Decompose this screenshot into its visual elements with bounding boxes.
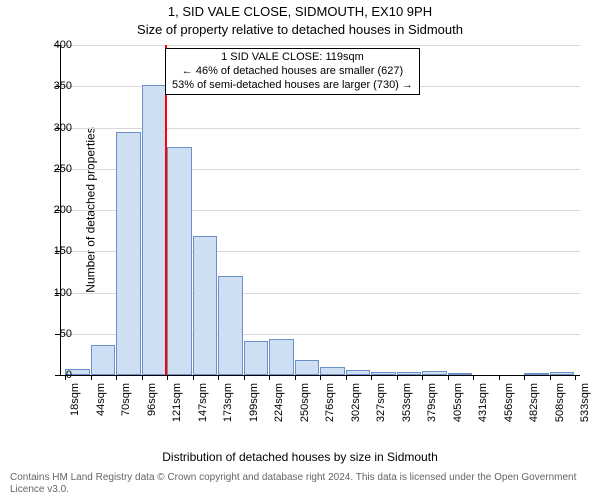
x-tick-label: 482sqm <box>528 383 540 422</box>
y-tick-label: 50 <box>60 328 72 340</box>
histogram-bar <box>116 132 141 375</box>
y-tick-label: 200 <box>54 204 72 216</box>
annotation-box: 1 SID VALE CLOSE: 119sqm← 46% of detache… <box>165 48 420 95</box>
x-tick-label: 173sqm <box>222 383 234 422</box>
x-tick-label: 250sqm <box>299 383 311 422</box>
x-tick-label: 224sqm <box>273 383 285 422</box>
x-tick-mark <box>320 375 321 380</box>
y-tick-label: 300 <box>54 122 72 134</box>
histogram-bar <box>244 341 269 375</box>
y-tick-label: 0 <box>66 369 72 381</box>
x-tick-mark <box>524 375 525 380</box>
histogram-bar <box>193 236 218 375</box>
x-tick-mark <box>422 375 423 380</box>
title-line-1: 1, SID VALE CLOSE, SIDMOUTH, EX10 9PH <box>0 4 600 19</box>
x-tick-mark <box>167 375 168 380</box>
x-tick-label: 96sqm <box>146 383 158 416</box>
x-tick-label: 405sqm <box>452 383 464 422</box>
x-tick-mark <box>346 375 347 380</box>
histogram-bar <box>320 367 345 375</box>
x-tick-label: 18sqm <box>69 383 81 416</box>
x-tick-mark <box>473 375 474 380</box>
x-tick-mark <box>550 375 551 380</box>
histogram-bar <box>524 373 549 375</box>
grid-line <box>60 45 580 46</box>
x-tick-label: 276sqm <box>324 383 336 422</box>
histogram-bar <box>167 147 192 375</box>
x-tick-mark <box>142 375 143 380</box>
histogram-bar <box>142 85 167 375</box>
histogram-bar <box>346 370 371 375</box>
x-tick-label: 302sqm <box>350 383 362 422</box>
x-tick-mark <box>371 375 372 380</box>
x-tick-mark <box>448 375 449 380</box>
x-tick-mark <box>116 375 117 380</box>
histogram-bar <box>550 372 575 375</box>
y-tick-label: 350 <box>54 80 72 92</box>
histogram-bar <box>218 276 243 375</box>
x-axis-label: Distribution of detached houses by size … <box>0 450 600 464</box>
histogram-bar <box>397 372 422 375</box>
grid-line <box>60 128 580 129</box>
histogram-bar <box>371 372 396 375</box>
annotation-line: ← 46% of detached houses are smaller (62… <box>172 65 413 79</box>
title-line-2: Size of property relative to detached ho… <box>0 22 600 37</box>
x-tick-label: 353sqm <box>401 383 413 422</box>
x-tick-mark <box>218 375 219 380</box>
annotation-line: 1 SID VALE CLOSE: 119sqm <box>172 51 413 65</box>
x-tick-mark <box>499 375 500 380</box>
x-tick-label: 199sqm <box>248 383 260 422</box>
histogram-bar <box>422 371 447 375</box>
x-tick-mark <box>91 375 92 380</box>
x-tick-mark <box>295 375 296 380</box>
x-tick-label: 533sqm <box>579 383 591 422</box>
x-tick-mark <box>269 375 270 380</box>
y-tick-label: 250 <box>54 163 72 175</box>
chart-container: 1, SID VALE CLOSE, SIDMOUTH, EX10 9PH Si… <box>0 0 600 500</box>
histogram-bar <box>448 373 473 375</box>
y-tick-label: 400 <box>54 39 72 51</box>
histogram-bar <box>269 339 294 375</box>
x-tick-label: 70sqm <box>120 383 132 416</box>
x-tick-label: 121sqm <box>171 383 183 422</box>
x-tick-mark <box>193 375 194 380</box>
x-tick-label: 431sqm <box>477 383 489 422</box>
histogram-bar <box>91 345 116 375</box>
x-tick-label: 147sqm <box>197 383 209 422</box>
y-tick-label: 150 <box>54 245 72 257</box>
x-tick-mark <box>575 375 576 380</box>
plot-area: 1 SID VALE CLOSE: 119sqm← 46% of detache… <box>60 45 580 375</box>
x-tick-label: 379sqm <box>426 383 438 422</box>
x-tick-label: 327sqm <box>375 383 387 422</box>
y-tick-label: 100 <box>54 287 72 299</box>
annotation-line: 53% of semi-detached houses are larger (… <box>172 79 413 93</box>
footer-text: Contains HM Land Registry data © Crown c… <box>10 472 590 496</box>
x-tick-mark <box>397 375 398 380</box>
x-tick-label: 456sqm <box>503 383 515 422</box>
x-tick-label: 44sqm <box>95 383 107 416</box>
x-tick-label: 508sqm <box>554 383 566 422</box>
x-tick-mark <box>244 375 245 380</box>
histogram-bar <box>295 360 320 375</box>
